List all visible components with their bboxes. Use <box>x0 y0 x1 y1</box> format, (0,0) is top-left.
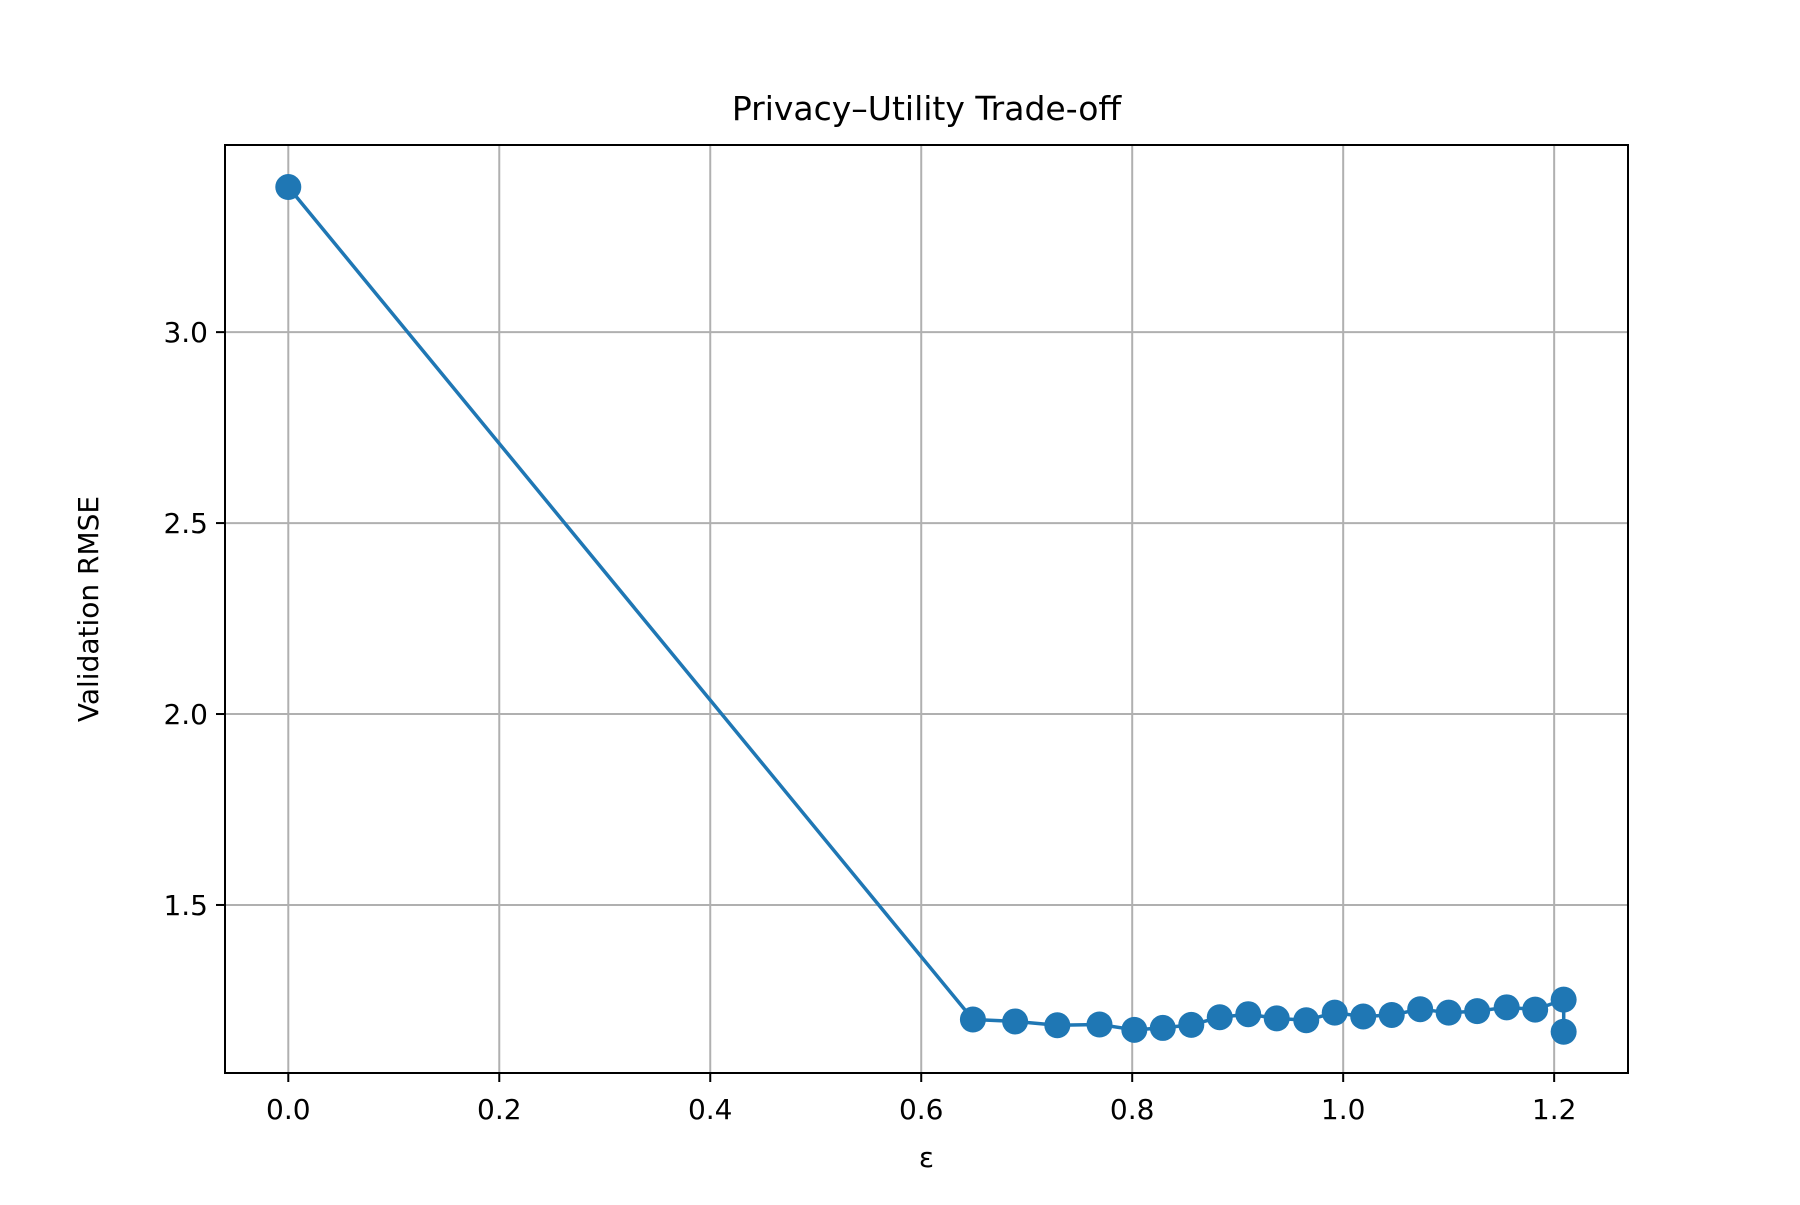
data-point <box>1235 1001 1262 1028</box>
x-axis-ticks: 0.0 0.2 0.4 0.6 0.8 1.0 1.2 <box>266 1073 1576 1126</box>
data-point <box>1086 1011 1113 1038</box>
data-point <box>1149 1014 1176 1041</box>
x-axis-label: ε <box>919 1141 934 1174</box>
data-point <box>1550 986 1577 1013</box>
y-tick-label: 3.0 <box>163 316 208 349</box>
series-line <box>286 185 1566 1032</box>
data-point <box>1293 1007 1320 1034</box>
series-marker-layer <box>275 174 1577 1045</box>
data-point <box>1407 996 1434 1023</box>
data-point <box>1550 1018 1577 1045</box>
x-tick-label: 1.0 <box>1321 1093 1366 1126</box>
data-point <box>1321 999 1348 1026</box>
data-point <box>1206 1004 1233 1031</box>
data-point <box>1178 1011 1205 1038</box>
x-tick-label: 0.4 <box>688 1093 733 1126</box>
data-point <box>1493 994 1520 1021</box>
x-tick-label: 1.2 <box>1532 1093 1577 1126</box>
data-point <box>1464 998 1491 1025</box>
data-point <box>1121 1016 1148 1043</box>
y-tick-label: 1.5 <box>163 889 208 922</box>
x-tick-label: 0.0 <box>266 1093 311 1126</box>
chart-title: Privacy–Utility Trade-off <box>732 89 1123 128</box>
data-point <box>275 174 302 201</box>
x-tick-label: 0.8 <box>1110 1093 1155 1126</box>
data-point <box>1522 996 1549 1023</box>
y-axis-label: Validation RMSE <box>72 496 105 722</box>
data-point <box>1002 1008 1029 1035</box>
y-axis-ticks: 1.5 2.0 2.5 3.0 <box>163 316 225 922</box>
data-point <box>1350 1003 1377 1030</box>
data-point <box>1263 1005 1290 1032</box>
data-point <box>1378 1001 1405 1028</box>
plot-area-frame <box>224 144 1629 1074</box>
grid <box>225 145 1628 1073</box>
data-point <box>1435 999 1462 1026</box>
y-tick-label: 2.0 <box>163 698 208 731</box>
x-tick-label: 0.6 <box>899 1093 944 1126</box>
data-point <box>1044 1012 1071 1039</box>
x-tick-label: 0.2 <box>477 1093 522 1126</box>
y-tick-label: 2.5 <box>163 507 208 540</box>
series-line-layer <box>286 185 1566 1032</box>
data-point <box>959 1006 986 1033</box>
